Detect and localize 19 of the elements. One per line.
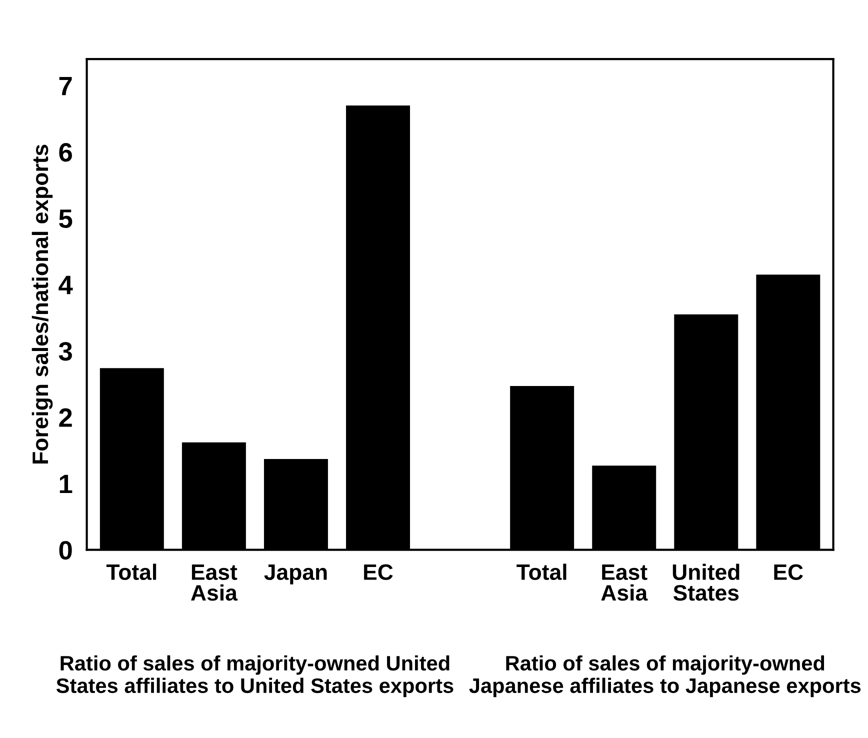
y-tick-label: 0	[59, 540, 72, 560]
y-tick-label: 2	[59, 408, 72, 427]
y-tick-label: 3	[58, 342, 72, 361]
x-tick-label: East Asia	[191, 564, 238, 601]
text: Ratio of sales of majority-owned United States affiliates to United States exports	[56, 655, 454, 698]
y-tick-label: 5	[59, 210, 72, 228]
x-tick-label: Total	[106, 564, 156, 580]
y-tick-label: 4	[58, 276, 73, 294]
text: Ratio of sales of majority-owned Japanese affiliates to Japanese exports	[469, 655, 861, 698]
x-tick-label: Japan	[264, 564, 327, 584]
y-tick-label: 1	[60, 474, 72, 494]
y-tick-label: 7	[59, 76, 72, 96]
x-tick-label: EC	[774, 564, 803, 580]
x-tick-label: EC	[364, 564, 393, 580]
y-axis-title: Foreign sales/national exports	[32, 144, 53, 464]
y-tick-label: 6	[59, 143, 72, 162]
x-tick-label: East Asia	[601, 564, 648, 601]
x-tick-label: United States	[672, 564, 740, 601]
x-tick-label: Total	[516, 564, 566, 580]
